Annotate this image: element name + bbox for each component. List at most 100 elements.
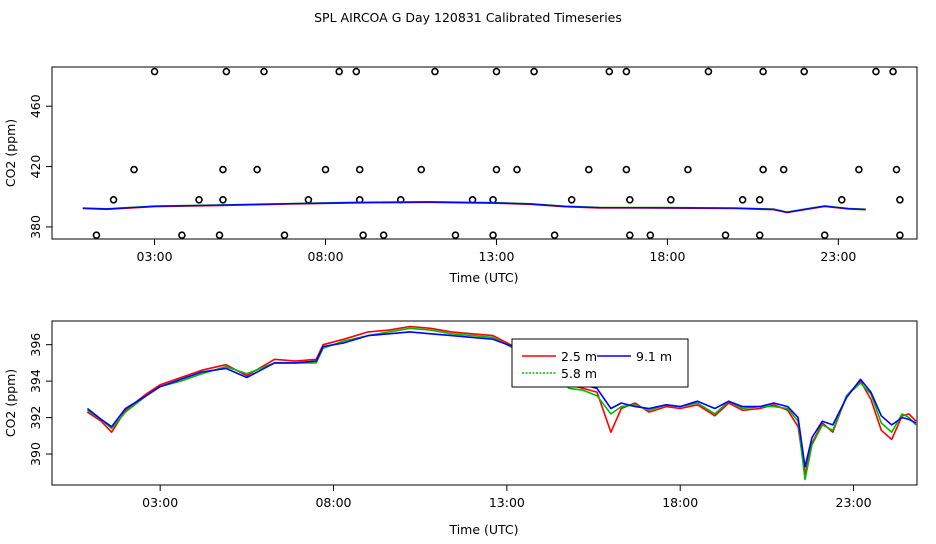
scatter-point (567, 195, 576, 204)
bottom-x-tick-label: 03:00 (142, 495, 178, 510)
scatter-point (355, 165, 364, 174)
scatter-point (359, 231, 367, 240)
top-trend-lines (82, 200, 866, 214)
trend-line-blue (82, 201, 866, 214)
scatter-point (800, 67, 808, 76)
scatter-point (379, 231, 388, 240)
legend: 2.5 m 9.1 m 5.8 m (511, 338, 689, 388)
scatter-point (626, 231, 634, 240)
scatter-point (451, 231, 460, 240)
scatter-point (755, 231, 764, 240)
scatter-point (646, 231, 655, 240)
bottom-panel: 03:00 08:00 13:00 18:00 23:00 390 392 394 396 T… (3, 320, 918, 537)
scatter-point (738, 195, 747, 204)
scatter-point (892, 165, 901, 174)
scatter-point (492, 165, 501, 174)
scatter-point (721, 231, 730, 240)
scatter-point (872, 67, 880, 76)
scatter-point (321, 165, 330, 174)
top-y-tick-label: 380 (28, 215, 43, 239)
legend-box (511, 338, 689, 388)
scatter-point (195, 195, 203, 204)
scatter-point (755, 195, 764, 204)
scatter-point (704, 67, 713, 76)
bottom-y-tick-label: 390 (28, 442, 43, 466)
scatter-point (779, 165, 788, 174)
bottom-x-tick-label: 23:00 (836, 495, 872, 510)
bottom-x-axis-label: Time (UTC) (448, 522, 518, 537)
scatter-point (820, 231, 829, 240)
scatter-point (667, 195, 675, 204)
series-line-9-1-m (86, 331, 917, 468)
series-line-2-5-m (86, 325, 917, 475)
bottom-y-axis-label: CO2 (ppm) (3, 369, 18, 437)
top-y-axis: 380 420 460 (28, 94, 52, 239)
trend-line-red (82, 201, 866, 214)
scatter-point (626, 195, 634, 204)
top-x-tick-label: 13:00 (478, 249, 514, 264)
top-y-axis-label: CO2 (ppm) (3, 119, 18, 187)
bottom-y-tick-label: 396 (28, 333, 43, 357)
scatter-point (896, 231, 904, 240)
scatter-point (178, 231, 186, 240)
figure-title: SPL AIRCOA G Day 120831 Calibrated Times… (314, 10, 622, 25)
bottom-y-tick-label: 392 (28, 406, 43, 430)
scatter-point (335, 67, 343, 76)
scatter-point (304, 195, 313, 204)
scatter-point (219, 165, 227, 174)
scatter-point (837, 195, 846, 204)
top-x-tick-label: 08:00 (308, 249, 344, 264)
scatter-point (550, 231, 559, 240)
top-y-tick-label: 460 (28, 94, 43, 118)
top-x-tick-label: 23:00 (820, 249, 856, 264)
scatter-point (584, 165, 593, 174)
scatter-point (222, 67, 231, 76)
legend-label-5-8m: 5.8 m (561, 366, 597, 381)
bottom-x-tick-label: 18:00 (662, 495, 698, 510)
scatter-point (253, 165, 261, 174)
scatter-point (109, 195, 118, 204)
series-line-5-8-m (86, 327, 917, 481)
scatter-point (855, 165, 863, 174)
bottom-y-tick-label: 394 (28, 369, 43, 393)
scatter-point (352, 67, 361, 76)
legend-label-9-1m: 9.1 m (636, 349, 672, 364)
scatter-point (759, 67, 767, 76)
bottom-x-tick-label: 13:00 (489, 495, 525, 510)
top-panel: 03:00 08:00 13:00 18:00 23:00 380 420 460 Time… (3, 66, 918, 285)
scatter-point (280, 231, 289, 240)
top-x-axis-label: Time (UTC) (448, 270, 518, 285)
scatter-point (150, 67, 159, 76)
scatter-point (260, 67, 268, 76)
scatter-point (489, 231, 497, 240)
scatter-point (431, 67, 439, 76)
bottom-series-lines (86, 325, 917, 481)
bottom-x-axis: 03:00 08:00 13:00 18:00 23:00 (142, 485, 872, 510)
top-y-tick-label: 420 (28, 155, 43, 179)
scatter-point (530, 67, 538, 76)
scatter-point (622, 165, 631, 174)
bottom-x-tick-label: 08:00 (315, 495, 351, 510)
scatter-point (605, 67, 614, 76)
scatter-point (622, 67, 631, 76)
scatter-point (417, 165, 426, 174)
top-panel-frame (51, 66, 918, 240)
scatter-point (896, 195, 904, 204)
top-x-tick-label: 03:00 (137, 249, 173, 264)
scatter-point (513, 165, 521, 174)
top-x-tick-label: 18:00 (649, 249, 685, 264)
bottom-panel-frame (51, 320, 918, 486)
scatter-point (219, 195, 227, 204)
scatter-point (759, 165, 767, 174)
top-scatter-points (92, 67, 904, 240)
scatter-point (492, 67, 501, 76)
scatter-point (130, 165, 138, 174)
scatter-point (684, 165, 692, 174)
scatter-point (889, 67, 897, 76)
bottom-y-axis: 390 392 394 396 (28, 333, 52, 466)
top-x-axis: 03:00 08:00 13:00 18:00 23:00 (137, 239, 856, 264)
scatter-point (92, 231, 101, 240)
legend-label-2-5m: 2.5 m (561, 349, 597, 364)
